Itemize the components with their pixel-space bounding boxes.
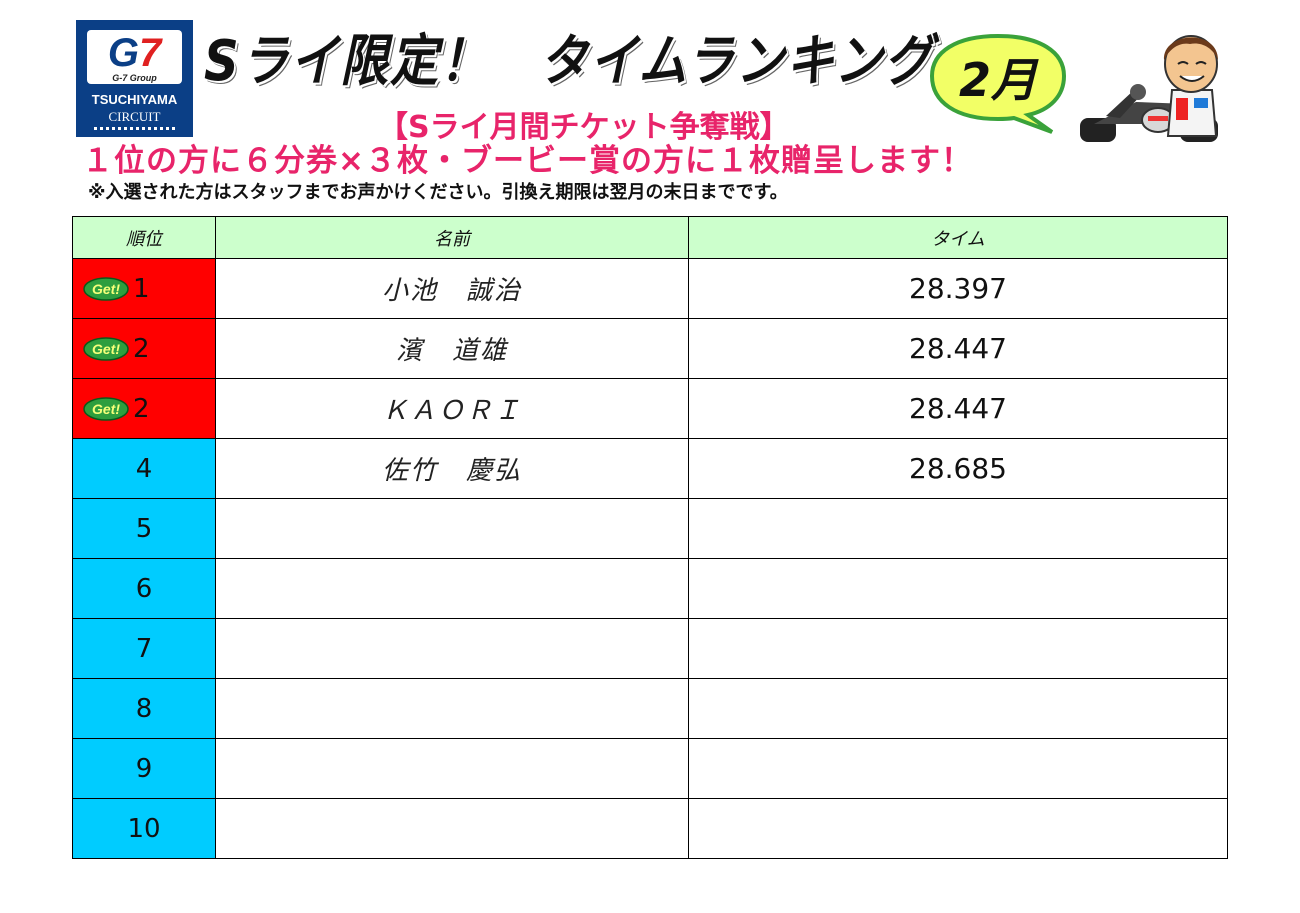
driver-name: 小池 誠治 [215,258,689,319]
driver-name: 濱 道雄 [215,318,689,379]
table-row: 5 [72,498,1228,559]
rank-cell: 9 [72,738,216,799]
get-badge-icon: Get! [83,337,129,361]
table-row: 6 [72,558,1228,619]
driver-name: ＫＡＯＲＩ [215,378,689,439]
rank-value: 2 [133,333,150,364]
speech-bubble-icon [929,33,1067,134]
month-label: 2月 [958,53,1037,107]
rank-cell: 5 [72,498,216,559]
driver-name [215,678,689,739]
redemption-note: ※入選された方はスタッフまでお声かけください。引換え期限は翌月の末日までです。 [88,182,788,203]
lap-time: 28.447 [688,378,1228,439]
get-badge-text: Get! [92,341,120,357]
table-row: 9 [72,738,1228,799]
rank-cell: Get! 2 [72,318,216,379]
driver-name [215,798,689,859]
rank-cell: 8 [72,678,216,739]
get-badge-icon: Get! [83,277,129,301]
lap-time: 28.397 [688,258,1228,319]
rank-cell: 6 [72,558,216,619]
lap-time: 28.447 [688,318,1228,379]
lap-time [688,738,1228,799]
table-row: 7 [72,618,1228,679]
lap-time [688,678,1228,739]
logo-seven: 7 [138,31,162,75]
logo-text-tsuchiyama: TSUCHIYAMA [91,92,178,107]
table-row: Get! 1 小池 誠治 28.397 [72,258,1228,319]
table-header-row: 順位 名前 タイム [72,216,1228,259]
get-badge-icon: Get! [83,397,129,421]
driver-name [215,498,689,559]
table-row: Get! 2 ＫＡＯＲＩ 28.447 [72,378,1228,439]
driver-name [215,738,689,799]
ticket-campaign-heading: 【Sライ月間チケット争奪戦】 [378,110,790,145]
rank-value: 1 [133,273,150,304]
logo-text-circuit: CIRCUIT [108,109,161,124]
lap-time [688,498,1228,559]
header-rank: 順位 [72,216,216,259]
table-row: 10 [72,798,1228,859]
rank-cell: Get! 2 [72,378,216,439]
kart-driver-mascot-icon [1076,20,1226,148]
logo-g: G [107,31,139,75]
get-badge-text: Get! [92,401,120,417]
prize-announcement: １位の方に６分券×３枚・ブービー賞の方に１枚贈呈します！ [82,143,973,179]
tsuchiyama-circuit-logo: G7 G-7 Group TSUCHIYAMA CIRCUIT [76,20,193,137]
logo-stripe [94,127,175,130]
table-row: 8 [72,678,1228,739]
lap-time: 28.685 [688,438,1228,499]
header-time: タイム [688,216,1228,259]
rank-cell: Get! 1 [72,258,216,319]
table-row: 4 佐竹 慶弘 28.685 [72,438,1228,499]
get-badge-text: Get! [92,281,120,297]
rank-cell: 10 [72,798,216,859]
header-name: 名前 [215,216,689,259]
driver-name: 佐竹 慶弘 [215,438,689,499]
rank-cell: 4 [72,438,216,499]
ranking-table: 順位 名前 タイム Get! 1 小池 誠治 28.397 Get! 2 濱 道 [72,216,1228,859]
lap-time [688,558,1228,619]
logo-group-text: G-7 Group [112,73,157,83]
driver-name [215,618,689,679]
driver-name [215,558,689,619]
g7-mark: G7 G-7 Group [87,30,182,84]
table-row: Get! 2 濱 道雄 28.447 [72,318,1228,379]
page-title: Sライ限定！ タイムランキング [204,29,934,94]
month-bubble: 2月 [928,30,1068,134]
lap-time [688,618,1228,679]
rank-cell: 7 [72,618,216,679]
lap-time [688,798,1228,859]
rank-value: 2 [133,393,150,424]
